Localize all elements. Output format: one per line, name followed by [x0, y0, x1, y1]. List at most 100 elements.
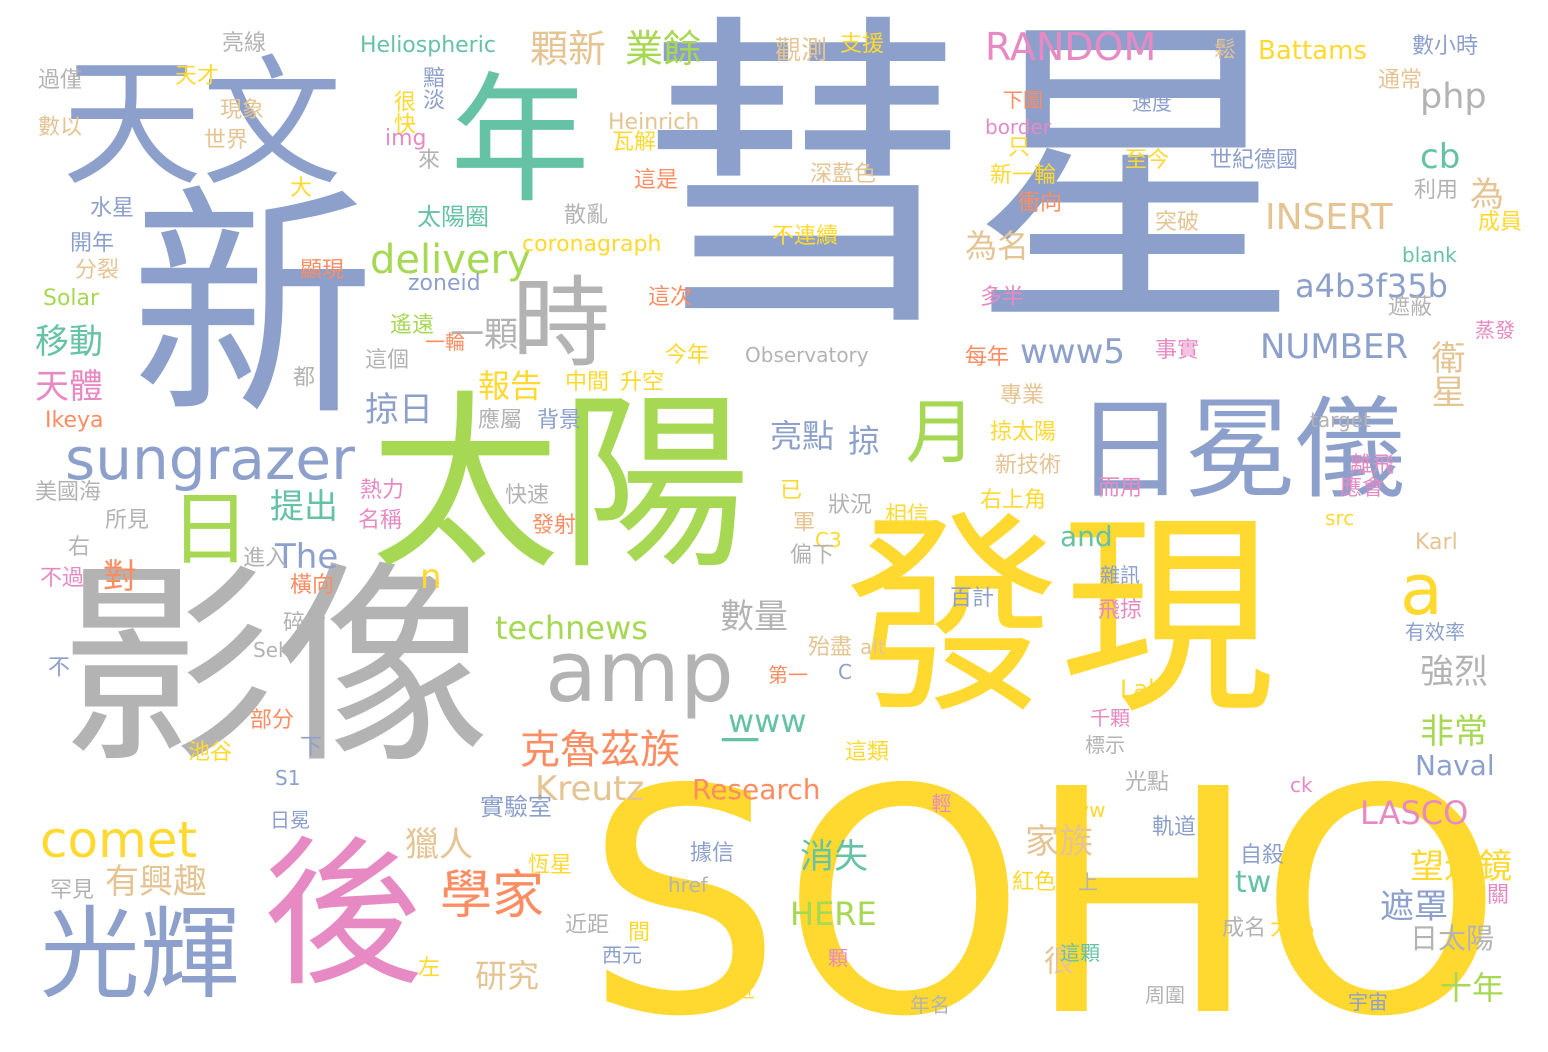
word: 大小: [1270, 916, 1315, 941]
word: 已: [776, 478, 801, 500]
word: 世紀德國: [1210, 148, 1299, 173]
word: LASCO: [1360, 794, 1469, 832]
word: 天體: [35, 367, 103, 407]
word: 一顆: [450, 315, 518, 355]
word: 下: [300, 735, 323, 760]
word: 過僅: [38, 68, 83, 93]
word: 彗星: [640, 0, 1300, 372]
word: 亮點: [770, 417, 835, 455]
word: 大: [290, 176, 313, 201]
word: 應屬: [478, 408, 523, 433]
word: 左: [418, 956, 441, 981]
word: www5: [1020, 332, 1126, 372]
word: Battams: [1258, 36, 1367, 66]
word: 紅色: [1012, 870, 1057, 895]
word: img: [385, 126, 427, 151]
word: 分裂: [75, 258, 120, 283]
word: and: [1060, 520, 1113, 553]
word: S1: [275, 766, 301, 790]
word: 相信: [885, 503, 930, 528]
word: 望遠鏡: [1410, 847, 1512, 887]
word: 月: [894, 395, 976, 465]
word: 散亂: [564, 203, 609, 228]
word: 消失: [800, 837, 868, 877]
word: 一: [720, 719, 760, 765]
word: 軌道: [1152, 815, 1197, 840]
word: 只: [1004, 135, 1029, 157]
word: 通常: [1378, 68, 1423, 93]
word: 這類: [845, 740, 890, 765]
word: 背景: [537, 408, 582, 433]
word: 日冕: [270, 808, 310, 832]
word: 太陽: [370, 374, 751, 595]
word: 影像: [60, 542, 490, 793]
word: 快速: [505, 483, 550, 508]
word: 利用: [1414, 178, 1459, 203]
word: 為名: [965, 227, 1030, 265]
word: 學家: [440, 866, 545, 926]
word: 研究: [475, 957, 540, 995]
word: 顯現: [300, 258, 345, 283]
word: 日: [170, 483, 250, 576]
word: 速度: [1132, 91, 1172, 115]
word: 業餘: [625, 27, 702, 71]
word: 顆新: [530, 27, 607, 71]
word: 今年: [665, 343, 710, 368]
word: 離飛: [1350, 453, 1395, 478]
word: 天文: [62, 43, 343, 206]
word: 新一輪: [990, 163, 1057, 188]
word: 中間: [565, 370, 610, 395]
word: 天才: [175, 64, 220, 89]
word: target: [1310, 408, 1371, 432]
word: 這顆: [1060, 941, 1100, 965]
word: 衝向: [1018, 191, 1063, 216]
word: 瓦解: [612, 130, 657, 155]
word: 很快: [390, 90, 415, 134]
word: 間: [624, 920, 649, 942]
word: The: [275, 537, 339, 577]
word: 深藍色: [810, 162, 877, 187]
word: 發現: [845, 492, 1275, 743]
word: Solar: [43, 286, 100, 311]
word: delivery: [370, 237, 531, 283]
word: 西元: [602, 943, 642, 967]
word: 每年: [965, 345, 1010, 370]
word: 雜訊: [1100, 563, 1140, 587]
word: 新: [130, 165, 375, 450]
word: 一輪: [425, 330, 465, 354]
word: Heliospheric: [360, 33, 496, 58]
word: 提出: [270, 487, 338, 527]
word: 發射: [532, 513, 577, 538]
word: 據信: [690, 841, 735, 866]
word: 開年: [70, 231, 115, 256]
word: HERE: [790, 895, 877, 933]
word: php: [1420, 77, 1487, 117]
word: 年名: [910, 993, 950, 1017]
word: 上: [1078, 870, 1098, 894]
word: 新技術: [995, 453, 1062, 478]
word: 遮蔽: [1388, 295, 1433, 320]
word: 軍: [789, 510, 814, 532]
word: 事實: [1155, 338, 1200, 363]
word: cb: [1420, 137, 1461, 177]
word: 碎片: [283, 611, 328, 636]
word: 後: [263, 821, 424, 1008]
word: 橫向: [290, 573, 335, 598]
word: 宇宙: [1348, 990, 1388, 1014]
word: 所見: [105, 508, 150, 533]
word: Heinrich: [608, 110, 700, 135]
word: 世界: [204, 128, 249, 153]
word: 不連續: [772, 224, 839, 249]
word: 進入: [243, 546, 288, 571]
word: 右上角: [980, 488, 1047, 513]
word: 數量: [720, 597, 788, 637]
word: 近距: [565, 913, 610, 938]
word: 應會: [1340, 476, 1385, 501]
word: 池谷: [188, 740, 233, 765]
word: 黯淡: [419, 66, 444, 110]
word: 對: [103, 557, 137, 597]
word: Naval: [1415, 749, 1495, 782]
word: 亮線: [222, 31, 267, 56]
word: 年: [450, 60, 591, 223]
word: alt: [860, 635, 886, 659]
